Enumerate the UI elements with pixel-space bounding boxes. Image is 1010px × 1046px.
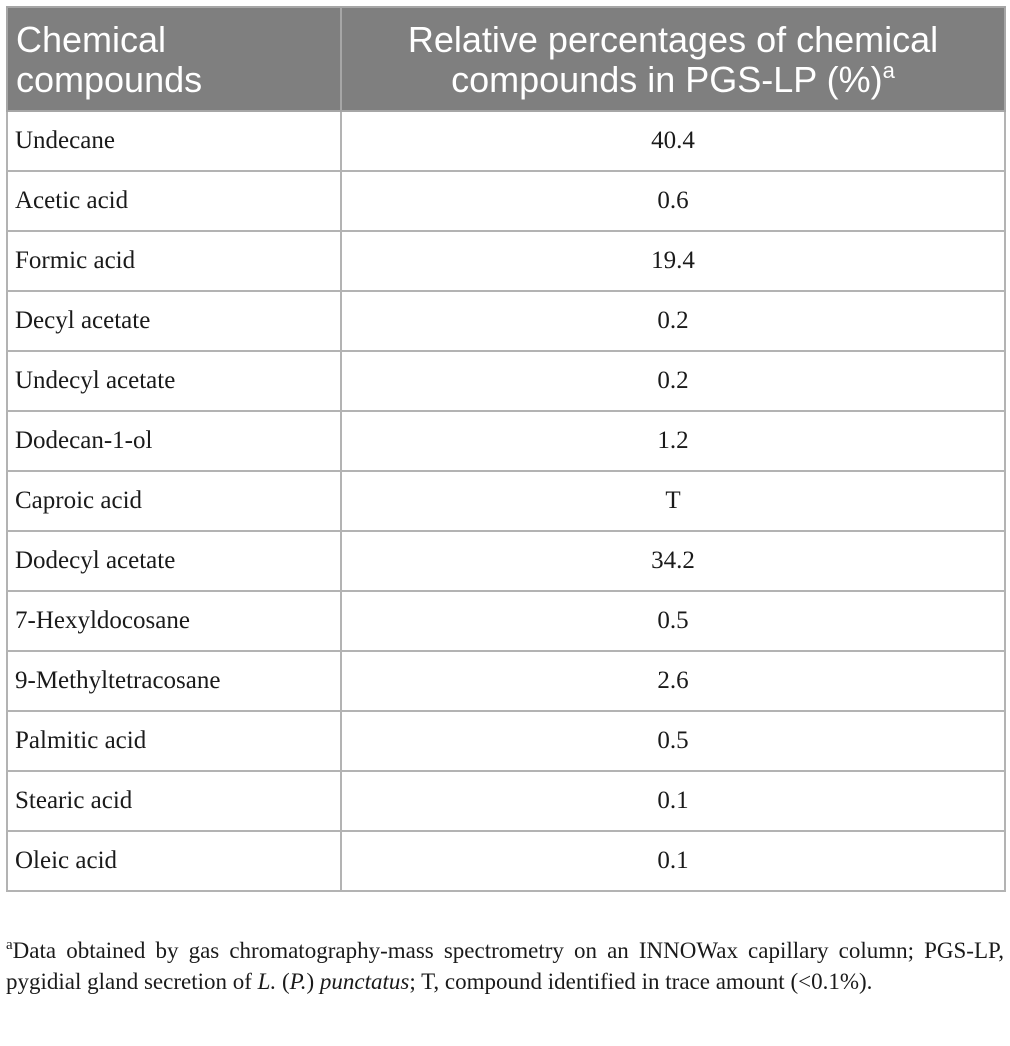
footnote-text-part1: Data obtained by gas chromatography-mass… — [6, 938, 1004, 994]
table-row: Undecane 40.4 — [6, 110, 1006, 172]
compound-name-cell: Undecane — [6, 110, 342, 172]
compound-name-cell: Dodecyl acetate — [6, 530, 342, 592]
percentage-cell: 0.2 — [340, 290, 1006, 352]
table-body: Undecane 40.4 Acetic acid 0.6 Formic acid 19.… — [6, 110, 1006, 892]
table-row: Oleic acid 0.1 — [6, 830, 1006, 892]
percentage-cell: 1.2 — [340, 410, 1006, 472]
footnote-subgenus-close: ) — [306, 969, 320, 994]
footnote-mark: a — [6, 937, 13, 953]
header-col2-line2-wrap: compounds in PGS-LP (%)a — [342, 60, 1004, 100]
percentage-cell: 34.2 — [340, 530, 1006, 592]
compound-name-cell: 7-Hexyldocosane — [6, 590, 342, 652]
table-header: Chemical compounds Relative percentages … — [6, 6, 1006, 112]
footnote-text-part2: ; T, compound identified in trace amount… — [409, 969, 873, 994]
table-row: Formic acid 19.4 — [6, 230, 1006, 292]
header-footnote-mark: a — [882, 58, 895, 83]
percentage-cell: 2.6 — [340, 650, 1006, 712]
percentage-cell: 0.1 — [340, 830, 1006, 892]
percentage-cell: 0.6 — [340, 170, 1006, 232]
compounds-table: Chemical compounds Relative percentages … — [6, 6, 1006, 892]
header-col2-line2: compounds in PGS-LP (%) — [451, 59, 883, 100]
header-col1-line1: Chemical — [16, 19, 167, 60]
percentage-cell: 19.4 — [340, 230, 1006, 292]
table-row: 7-Hexyldocosane 0.5 — [6, 590, 1006, 652]
header-col1-line2: compounds — [16, 59, 203, 100]
compound-name-cell: Caproic acid — [6, 470, 342, 532]
footnote-genus: L. — [257, 969, 277, 994]
compound-name-cell: Palmitic acid — [6, 710, 342, 772]
percentage-cell: T — [340, 470, 1006, 532]
table-row: Acetic acid 0.6 — [6, 170, 1006, 232]
percentage-cell: 0.5 — [340, 710, 1006, 772]
compound-name-cell: Undecyl acetate — [6, 350, 342, 412]
compound-name-cell: Oleic acid — [6, 830, 342, 892]
compound-name-cell: Stearic acid — [6, 770, 342, 832]
header-row: Chemical compounds Relative percentages … — [6, 6, 1006, 112]
percentage-cell: 0.5 — [340, 590, 1006, 652]
table-footnote: aData obtained by gas chromatography-mas… — [6, 935, 1004, 997]
footnote-subgenus: P. — [289, 969, 307, 994]
percentage-cell: 40.4 — [340, 110, 1006, 172]
table-row: Decyl acetate 0.2 — [6, 290, 1006, 352]
compounds-table-container: Chemical compounds Relative percentages … — [6, 6, 1006, 892]
compound-name-cell: 9-Methyltetracosane — [6, 650, 342, 712]
compound-name-cell: Dodecan-1-ol — [6, 410, 342, 472]
percentage-cell: 0.1 — [340, 770, 1006, 832]
table-row: Dodecan-1-ol 1.2 — [6, 410, 1006, 472]
footnote-species: punctatus — [319, 969, 410, 994]
compound-name-cell: Formic acid — [6, 230, 342, 292]
table-row: Undecyl acetate 0.2 — [6, 350, 1006, 412]
table-row: Stearic acid 0.1 — [6, 770, 1006, 832]
compound-name-cell: Decyl acetate — [6, 290, 342, 352]
footnote-subgenus-open: ( — [276, 969, 290, 994]
percentage-cell: 0.2 — [340, 350, 1006, 412]
header-col2-line1: Relative percentages of chemical — [407, 19, 939, 60]
compound-name-cell: Acetic acid — [6, 170, 342, 232]
table-row: Dodecyl acetate 34.2 — [6, 530, 1006, 592]
header-chemical-compounds: Chemical compounds — [6, 6, 342, 112]
table-row: 9-Methyltetracosane 2.6 — [6, 650, 1006, 712]
header-relative-percentages: Relative percentages of chemical compoun… — [340, 6, 1006, 112]
table-row: Caproic acid T — [6, 470, 1006, 532]
table-row: Palmitic acid 0.5 — [6, 710, 1006, 772]
